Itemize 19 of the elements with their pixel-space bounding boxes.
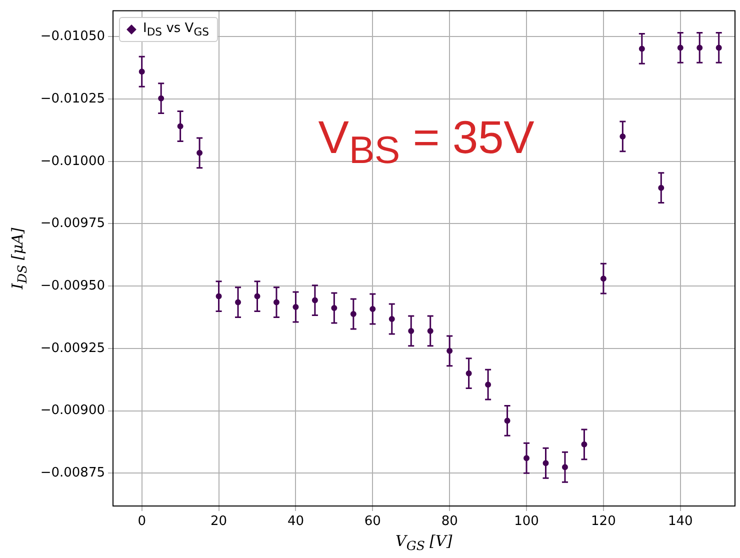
y-tick-label: −0.00950 [40,278,105,294]
x-tick-label: 120 [591,514,616,530]
x-tick-label: 40 [287,514,304,530]
x-tick-label: 20 [210,514,228,530]
y-tick-label: −0.00975 [40,216,105,232]
y-tick-label: −0.00875 [40,465,105,480]
y-tick-label: −0.01000 [40,154,105,169]
x-tick-label: 0 [138,514,146,530]
x-tick-label: 140 [668,514,693,530]
y-tick-label: −0.00925 [40,340,105,356]
x-axis-title: V$_{GS}$ [V] [396,532,452,553]
x-tick-label: 100 [514,514,539,530]
y-tick-label: −0.00900 [40,403,105,418]
x-tick-label: 80 [441,514,458,530]
annotation: V$_{BS}$ = 35V [318,110,534,174]
y-tick-label: −0.01025 [40,91,105,106]
legend-label: I$_{DS}$ vs V$_{GS}$ [143,20,209,38]
y-tick-label: −0.01050 [40,29,105,44]
x-tick-label: 60 [364,514,381,530]
